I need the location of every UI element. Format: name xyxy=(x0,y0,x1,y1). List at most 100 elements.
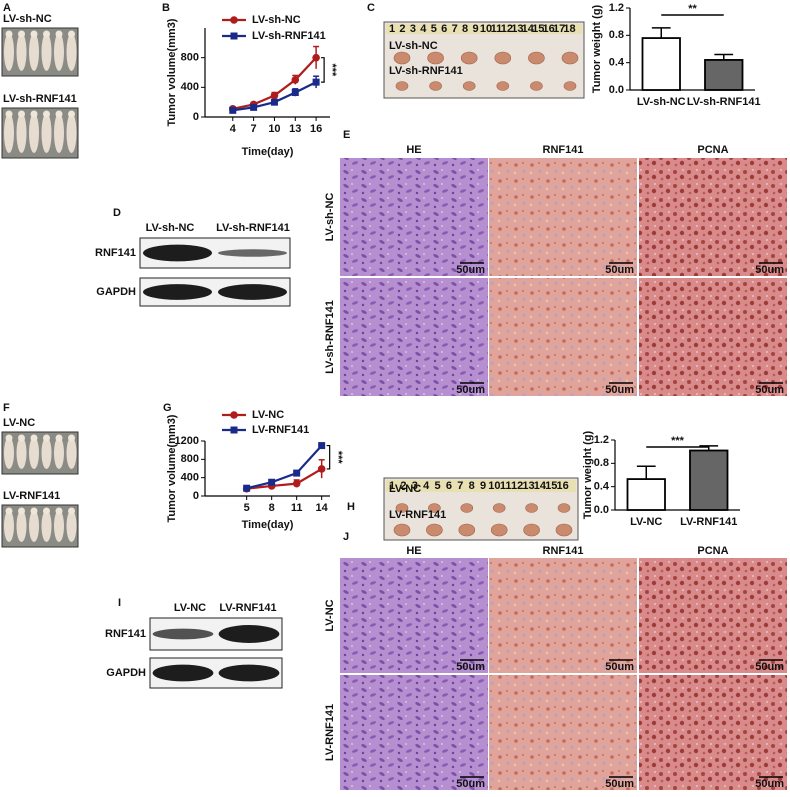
y-tick-label: 0 xyxy=(193,490,199,502)
significance-label: *** xyxy=(332,451,344,465)
blot-column-label: LV-NC xyxy=(174,602,206,614)
mouse-head xyxy=(5,30,13,38)
scale-bar-label: 50um xyxy=(605,778,634,790)
histology-image xyxy=(340,675,488,790)
mouse-head xyxy=(68,110,75,118)
y-tick-label: 400 xyxy=(181,472,199,484)
histology-column-label: RNF141 xyxy=(543,545,584,557)
mouse-head xyxy=(18,110,25,118)
photo-group-label: LV-sh-NC xyxy=(389,40,438,52)
blot-row-label: RNF141 xyxy=(95,247,136,259)
x-axis-label: Time(day) xyxy=(242,146,294,158)
panel-label: F xyxy=(3,402,10,414)
mouse xyxy=(54,437,64,469)
y-axis-label: Tumor volume(mm3) xyxy=(166,414,178,522)
blot-band xyxy=(218,284,287,300)
mouse xyxy=(54,113,64,153)
tumor xyxy=(393,51,411,65)
histology-row-label: LV-sh-RNF141 xyxy=(324,300,336,374)
mouse-head xyxy=(43,30,50,38)
blot-band xyxy=(152,628,214,640)
panel-label: A xyxy=(3,2,11,14)
ruler xyxy=(386,24,582,34)
blot-band xyxy=(143,244,212,262)
y-tick-label: 1.2 xyxy=(594,434,609,446)
legend-marker xyxy=(230,411,238,419)
data-point xyxy=(293,469,301,477)
ruler-number: 1 xyxy=(389,480,395,492)
ruler-number: 14 xyxy=(522,23,535,35)
data-point xyxy=(243,484,251,492)
ruler-number: 6 xyxy=(441,23,447,35)
histology-image xyxy=(639,675,787,790)
y-tick-label: 0.0 xyxy=(594,504,609,516)
tumor xyxy=(555,523,573,537)
histology-image xyxy=(489,278,637,396)
scale-bar-label: 50um xyxy=(605,384,634,396)
ruler-number: 1 xyxy=(389,23,395,35)
tumor xyxy=(525,503,538,513)
histology-image xyxy=(340,558,488,673)
mouse xyxy=(41,437,52,469)
photo-group-label: LV-RNF141 xyxy=(389,509,446,521)
x-tick-label: LV-NC xyxy=(630,516,662,528)
histology-column-label: PCNA xyxy=(697,144,728,156)
histology-image xyxy=(639,558,787,673)
histology-row-label: LV-NC xyxy=(324,599,336,631)
mouse-head xyxy=(5,110,13,118)
y-axis-label: Tumor volume(mm3) xyxy=(166,18,178,126)
series-line xyxy=(246,468,323,490)
ruler-number: 7 xyxy=(452,23,458,35)
panel-label: J xyxy=(343,531,349,543)
x-tick-label: 13 xyxy=(289,123,301,135)
scale-bar-label: 50um xyxy=(456,661,485,673)
ruler-number: 12 xyxy=(511,480,523,492)
tumor xyxy=(528,51,545,65)
tumor-photo xyxy=(383,21,585,99)
photo-group-label: LV-sh-RNF141 xyxy=(389,65,463,77)
histology-image xyxy=(489,558,637,673)
mouse-head xyxy=(30,434,38,442)
blot-row-label: GAPDH xyxy=(96,286,136,298)
scale-bar-label: 50um xyxy=(456,264,485,276)
tumor xyxy=(458,523,476,537)
tumor xyxy=(460,51,478,65)
y-tick-label: 0.0 xyxy=(609,84,624,96)
x-tick-label: 10 xyxy=(268,123,280,135)
histology-image xyxy=(639,158,787,276)
significance-label: *** xyxy=(671,435,685,447)
mouse xyxy=(4,437,14,469)
series-line xyxy=(246,444,323,490)
tumor xyxy=(429,81,442,91)
data-point xyxy=(250,103,258,111)
data-point xyxy=(292,479,301,488)
tumor xyxy=(496,81,510,91)
mouse xyxy=(16,437,27,469)
scale-bar-label: 50um xyxy=(755,384,784,396)
blot-band xyxy=(152,664,214,682)
mouse-photo xyxy=(1,431,79,475)
mouse-head xyxy=(43,434,50,442)
ruler-number: 11 xyxy=(500,480,512,492)
histology-row-label: LV-RNF141 xyxy=(324,704,336,761)
ruler-number: 5 xyxy=(431,23,437,35)
y-tick-label: 0.4 xyxy=(609,57,625,69)
ruler-number: 5 xyxy=(434,480,440,492)
mouse xyxy=(41,113,52,153)
x-tick-label: 14 xyxy=(316,502,329,514)
blot-band xyxy=(218,249,287,257)
mouse xyxy=(66,437,77,469)
x-tick-label: LV-RNF141 xyxy=(680,516,737,528)
mouse-head xyxy=(68,434,75,442)
blot-row-label: RNF141 xyxy=(105,628,146,640)
tumor xyxy=(557,503,571,513)
ruler-number: 3 xyxy=(412,480,418,492)
mouse-head xyxy=(18,434,25,442)
x-tick-label: LV-sh-RNF141 xyxy=(687,96,761,108)
ruler-number: 8 xyxy=(469,480,475,492)
tumor xyxy=(561,51,579,65)
mouse-head xyxy=(43,507,50,515)
histology-image xyxy=(639,278,787,396)
ruler xyxy=(386,480,576,492)
